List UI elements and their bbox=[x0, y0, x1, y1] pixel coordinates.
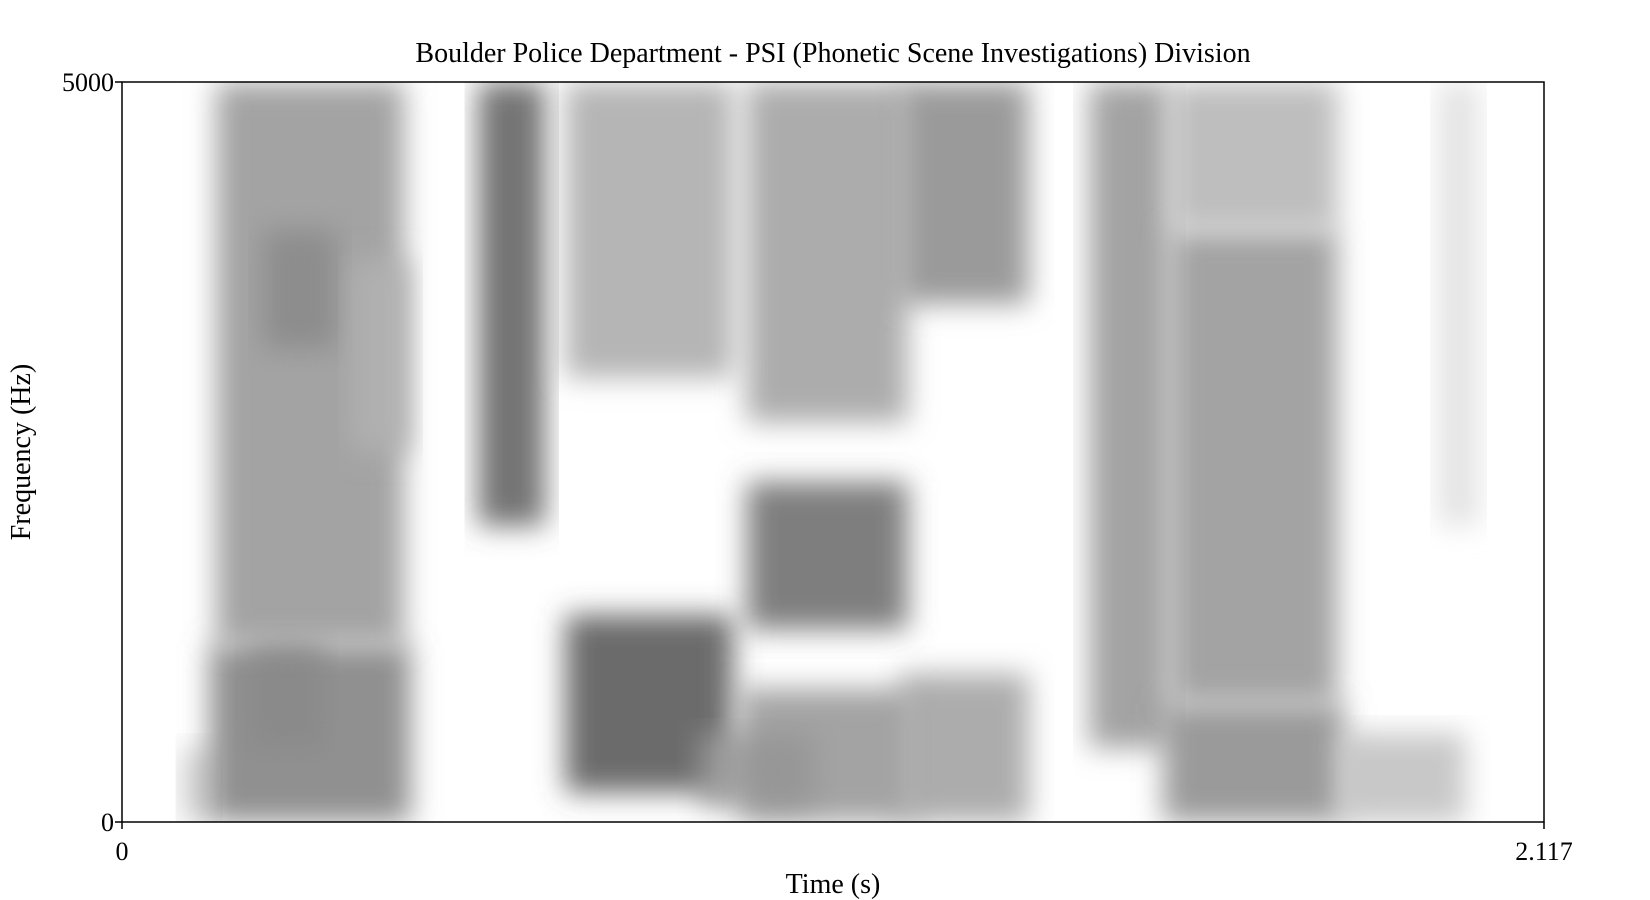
y-tick-label-max: 5000 bbox=[62, 68, 114, 97]
plot-frame bbox=[121, 81, 1545, 823]
energy-region bbox=[478, 82, 546, 526]
spectrogram-striation-layer bbox=[181, 82, 1463, 822]
x-axis-label: Time (s) bbox=[786, 869, 881, 900]
y-tick-label-min: 0 bbox=[101, 808, 114, 837]
x-tick-label-min: 0 bbox=[116, 837, 129, 866]
energy-region bbox=[1438, 82, 1479, 526]
chart-title: Boulder Police Department - PSI (Phoneti… bbox=[415, 38, 1250, 69]
y-axis-label: Frequency (Hz) bbox=[6, 364, 37, 540]
x-tick-label-max: 2.117 bbox=[1515, 837, 1573, 866]
energy-region bbox=[1163, 703, 1345, 822]
